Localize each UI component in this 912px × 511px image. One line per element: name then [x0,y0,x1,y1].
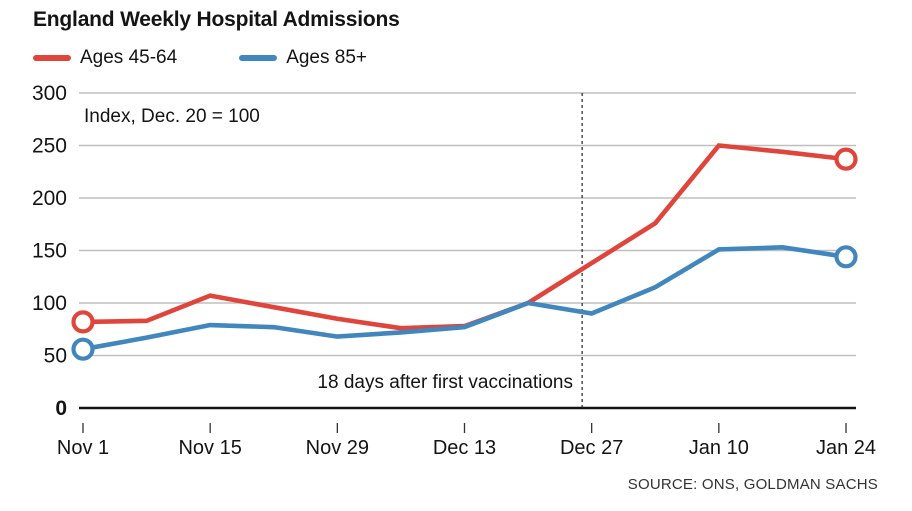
vaccination-annotation-label: 18 days after first vaccinations [317,372,573,393]
y-tick-label: 250 [32,135,67,158]
data-point-marker [834,147,858,171]
data-point-marker [834,245,858,269]
y-tick-label: 150 [32,240,67,263]
y-tick-label: 100 [32,292,67,315]
index-note: Index, Dec. 20 = 100 [84,106,260,127]
legend-label-ages-45-64: Ages 45-64 [80,47,178,68]
x-tick-label: Jan 24 [816,437,876,459]
legend-label-ages-85-plus: Ages 85+ [286,47,368,68]
legend-swatch-ages-45-64 [33,55,71,61]
y-tick-label: 200 [32,187,67,210]
x-tick-label: Dec 27 [560,437,623,459]
data-point-marker [71,310,95,334]
x-tick-label: Nov 29 [306,437,369,459]
data-point-marker [71,337,95,361]
x-tick-label: Jan 10 [689,437,749,459]
legend: Ages 45-64 Ages 85+ [33,46,367,70]
legend-item-ages-85-plus: Ages 85+ [239,46,367,70]
legend-item-ages-45-64: Ages 45-64 [33,46,177,70]
y-tick-label: 300 [32,82,67,105]
y-tick-label: 50 [44,345,67,368]
series-line-ages-45-64 [82,143,847,331]
x-tick-label: Nov 1 [57,437,109,459]
x-tick-label: Nov 15 [178,437,241,459]
source-attribution: SOURCE: ONS, GOLDMAN SACHS [627,476,878,493]
chart-title: England Weekly Hospital Admissions [33,8,400,31]
x-tick-label: Dec 13 [433,437,496,459]
series-line-ages-85-plus [82,245,847,352]
legend-swatch-ages-85-plus [239,55,278,61]
y-tick-label: 0 [55,397,67,420]
